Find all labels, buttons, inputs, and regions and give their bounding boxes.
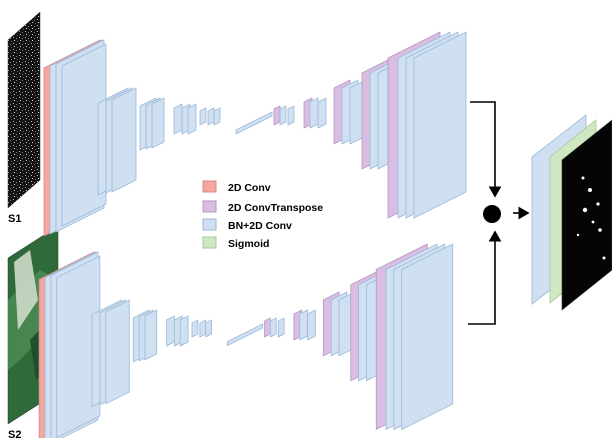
s1-branch-layer-bnconv — [199, 107, 207, 126]
legend-item-convtranspose: 2D ConvTranspose — [202, 200, 323, 214]
legend-label-bnconv: BN+2D Conv — [228, 220, 292, 232]
s2-branch-layer-bnconv — [199, 319, 207, 338]
s1-branch-layer-bnconv — [207, 107, 215, 126]
fusion-connectors — [468, 101, 530, 325]
s2-branch-layer-convt — [264, 317, 271, 338]
output-block — [531, 114, 612, 311]
s1-branch-layer-bnconv — [187, 103, 197, 135]
s1-input-image — [7, 11, 41, 209]
s2-branch-layer-bnconv — [56, 255, 101, 439]
s1-branch-layer-bnconv — [317, 97, 327, 129]
output-mask-image — [561, 119, 612, 311]
s2-branch-layer-bnconv — [401, 243, 454, 431]
legend-item-conv: 2D Conv — [202, 180, 271, 194]
fusion-node — [483, 205, 501, 223]
s2-branch-layer-bnconv — [205, 319, 213, 338]
s2-branch-layer-bnconv — [144, 309, 158, 361]
s1-branch-layer-bnconv — [173, 103, 183, 135]
s1-branch-layer-bnconv — [213, 107, 221, 126]
output-mask-blobs — [576, 176, 606, 260]
legend-label-conv: 2D Conv — [228, 182, 271, 194]
s1-branch-layer-bnconv — [151, 97, 165, 149]
s1-branch-layer-bnconv — [309, 97, 319, 129]
s1-branch-layer-bnconv — [235, 111, 273, 135]
top-branch-arrow — [470, 101, 502, 198]
legend-swatch-convtranspose — [202, 200, 217, 213]
legend-swatch-sigmoid — [202, 236, 217, 249]
s2-label: S2 — [8, 429, 21, 438]
s1-label: S1 — [8, 213, 21, 225]
bottom-branch-arrow — [468, 230, 502, 325]
s2-branch-layer-bnconv — [277, 317, 285, 338]
legend-swatch-conv — [202, 180, 217, 193]
s2-branch-layer-bnconv — [299, 309, 309, 341]
s2-branch-layer-bnconv — [307, 309, 316, 341]
s1-branch-layer-bnconv — [279, 105, 287, 126]
s1-branch-layer-bnconv — [111, 87, 137, 193]
legend-label-convtranspose: 2D ConvTranspose — [228, 202, 323, 214]
s2-branch-layer-bnconv — [191, 319, 199, 338]
s2-branch-layer-bnconv — [226, 323, 263, 347]
s1-branch-layer-convt — [273, 105, 281, 126]
s2-branch-layer-bnconv — [166, 315, 175, 347]
s2-branch-layer-bnconv — [269, 317, 277, 338]
network-blocks — [38, 31, 467, 443]
legend-swatch-bnconv — [202, 218, 217, 231]
s1-branch-layer-bnconv — [287, 105, 295, 126]
legend-label-sigmoid: Sigmoid — [228, 238, 269, 250]
s1-branch-layer-bnconv — [61, 43, 107, 227]
legend-item-sigmoid: Sigmoid — [202, 236, 269, 250]
s2-branch-layer-bnconv — [179, 315, 189, 347]
s1-branch-layer-bnconv — [413, 31, 467, 219]
s2-branch-layer-bnconv — [105, 299, 130, 405]
legend: 2D Conv 2D ConvTranspose BN+2D Conv Sigm… — [202, 180, 323, 250]
legend-item-bnconv: BN+2D Conv — [202, 218, 292, 232]
